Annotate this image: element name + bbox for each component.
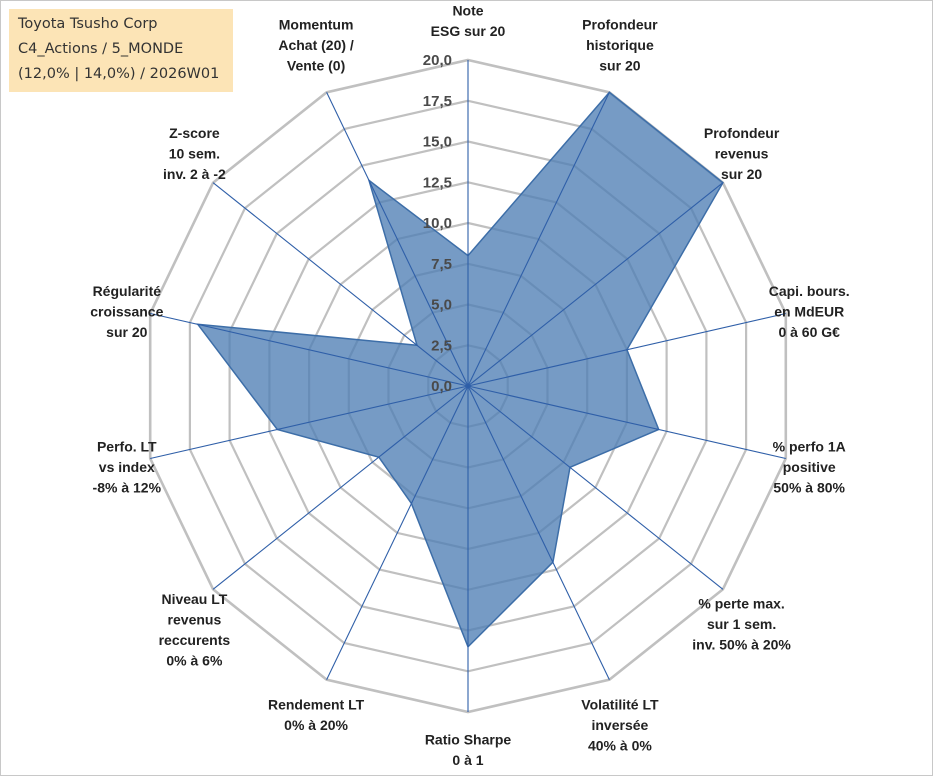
spoke-11 [150,312,469,387]
axis-label-11: sur 20 [106,324,147,340]
spoke-13 [326,92,469,387]
spoke-4 [467,385,786,460]
axis-label-5: % perte max. [698,595,784,611]
axis-label-6: inversée [591,717,648,733]
spoke-6 [467,385,610,680]
tick-label: 10,0 [423,215,452,232]
axis-label-3: 0 à 60 G€ [778,324,840,340]
axis-labels: Note ESG sur 20 Profondeur historique sur 20… [90,2,849,768]
spoke-5 [467,385,724,590]
axis-label-0: Note [452,2,483,18]
axis-label-12: inv. 2 à -2 [163,166,226,182]
axis-label-6: 40% à 0% [588,738,652,754]
axis-label-12: Z-score [169,125,220,141]
axis-label-0: ESG sur 20 [431,23,506,39]
axis-label-1: Profondeur [582,17,658,33]
spoke-8 [326,385,469,680]
tick-label: 15,0 [423,134,452,151]
tick-label: 5,0 [431,297,452,314]
tick-label: 0,0 [431,378,452,395]
axis-label-8: Rendement LT [268,697,365,713]
axis-label-4: % perfo 1A [773,439,846,455]
title-line-company: Toyota Tsusho Corp [18,16,158,32]
axis-label-4: positive [783,459,836,475]
axis-label-5: inv. 50% à 20% [692,636,791,652]
title-line-params: (12,0% | 14,0%) / 2026W01 [18,66,220,82]
axis-label-3: en MdEUR [774,303,844,319]
tick-label: 12,5 [423,174,452,191]
axis-label-13: Vente (0) [287,58,345,74]
axis-label-6: Volatilité LT [581,697,659,713]
axis-label-8: 0% à 20% [284,717,348,733]
radial-tick-labels: 0,0 2,5 5,0 7,5 10,0 12,5 15,0 17,5 20,0 [423,52,452,395]
tick-label: 20,0 [423,52,452,69]
tick-label: 7,5 [431,256,452,273]
axis-label-2: revenus [715,146,769,162]
axis-label-2: sur 20 [721,166,762,182]
axis-label-11: Régularité [93,283,162,299]
axis-label-10: -8% à 12% [93,480,162,496]
axis-label-13: Momentum [279,17,354,33]
axis-label-10: vs index [99,459,155,475]
title-line-category: C4_Actions / 5_MONDE [18,41,184,57]
spoke-1 [467,92,610,387]
tick-label: 17,5 [423,93,452,110]
axis-label-9: reccurents [159,632,231,648]
tick-label: 2,5 [431,337,452,354]
axis-label-1: historique [586,37,654,53]
spoke-9 [212,385,469,590]
axis-label-13: Achat (20) / [278,37,354,53]
axis-label-2: Profondeur [704,125,780,141]
axis-label-5: sur 1 sem. [707,616,776,632]
chart-title-box: Toyota Tsusho Corp C4_Actions / 5_MONDE … [9,9,233,92]
spoke-12 [212,182,469,387]
spoke-10 [150,385,469,460]
axis-label-9: 0% à 6% [166,653,223,669]
axis-label-11: croissance [90,303,163,319]
axis-label-9: revenus [168,612,222,628]
axis-label-7: 0 à 1 [452,752,483,768]
axis-label-7: Ratio Sharpe [425,731,512,747]
spoke-2 [467,182,724,387]
axis-label-12: 10 sem. [169,146,220,162]
axis-label-1: sur 20 [599,58,640,74]
axis-label-9: Niveau LT [161,591,227,607]
radar-spokes [150,60,786,712]
spoke-3 [467,312,786,387]
axis-label-3: Capi. bours. [769,283,850,299]
axis-label-10: Perfo. LT [97,439,157,455]
axis-label-4: 50% à 80% [773,480,845,496]
